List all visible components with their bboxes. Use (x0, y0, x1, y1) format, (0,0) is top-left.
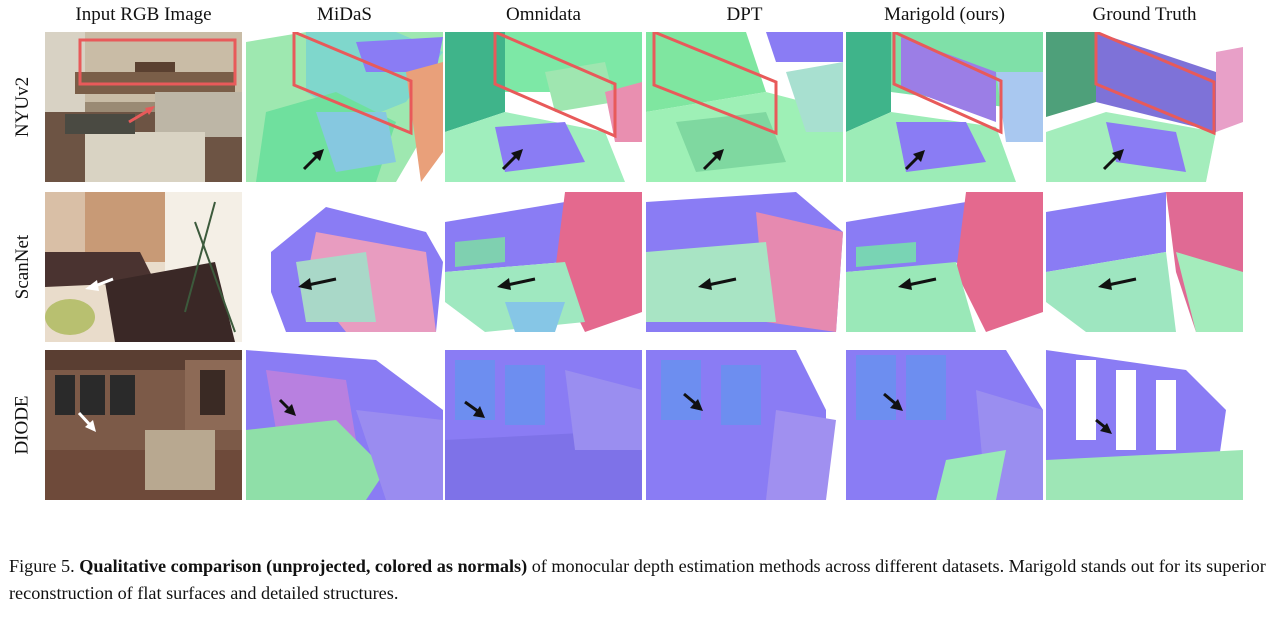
image-diode-omnidata (445, 350, 642, 500)
row-label-scannet: ScanNet (8, 192, 38, 342)
figure-caption: Figure 5. Qualitative comparison (unproj… (9, 553, 1271, 607)
row-label-scannet-text: ScanNet (12, 234, 33, 300)
image-scannet-omnidata (445, 192, 642, 342)
image-nyuv2-marigold (846, 32, 1043, 182)
image-nyuv2-dpt (646, 32, 843, 182)
image-nyuv2-input (45, 32, 242, 182)
column-header-input: Input RGB Image (75, 4, 212, 25)
row-label-diode: DIODE (8, 350, 38, 500)
image-diode-marigold (846, 350, 1043, 500)
row-label-nyuv2-text: NYUv2 (12, 76, 34, 138)
image-scannet-dpt (646, 192, 843, 342)
image-diode-ground-truth (1046, 350, 1243, 500)
column-header-marigold: Marigold (ours) (884, 4, 1005, 25)
column-header-midas: MiDaS (317, 4, 372, 25)
image-diode-input (45, 350, 242, 500)
image-scannet-ground-truth (1046, 192, 1243, 342)
row-label-nyuv2: NYUv2 (8, 32, 38, 182)
column-header-dpt: DPT (726, 4, 763, 25)
image-nyuv2-midas (246, 32, 443, 182)
caption-label: Figure 5. (9, 556, 75, 576)
caption-bold: Qualitative comparison (unprojected, col… (79, 556, 528, 576)
image-scannet-marigold (846, 192, 1043, 342)
image-scannet-midas (246, 192, 443, 342)
image-diode-dpt (646, 350, 843, 500)
image-diode-midas (246, 350, 443, 500)
caption-text: of monocular depth estimation methods ac… (9, 556, 1266, 603)
column-header-ground-truth: Ground Truth (1092, 4, 1197, 25)
image-nyuv2-omnidata (445, 32, 642, 182)
image-nyuv2-ground-truth (1046, 32, 1243, 182)
row-label-diode-text: DIODE (12, 395, 34, 455)
column-header-omnidata: Omnidata (506, 4, 581, 25)
image-scannet-input (45, 192, 242, 342)
